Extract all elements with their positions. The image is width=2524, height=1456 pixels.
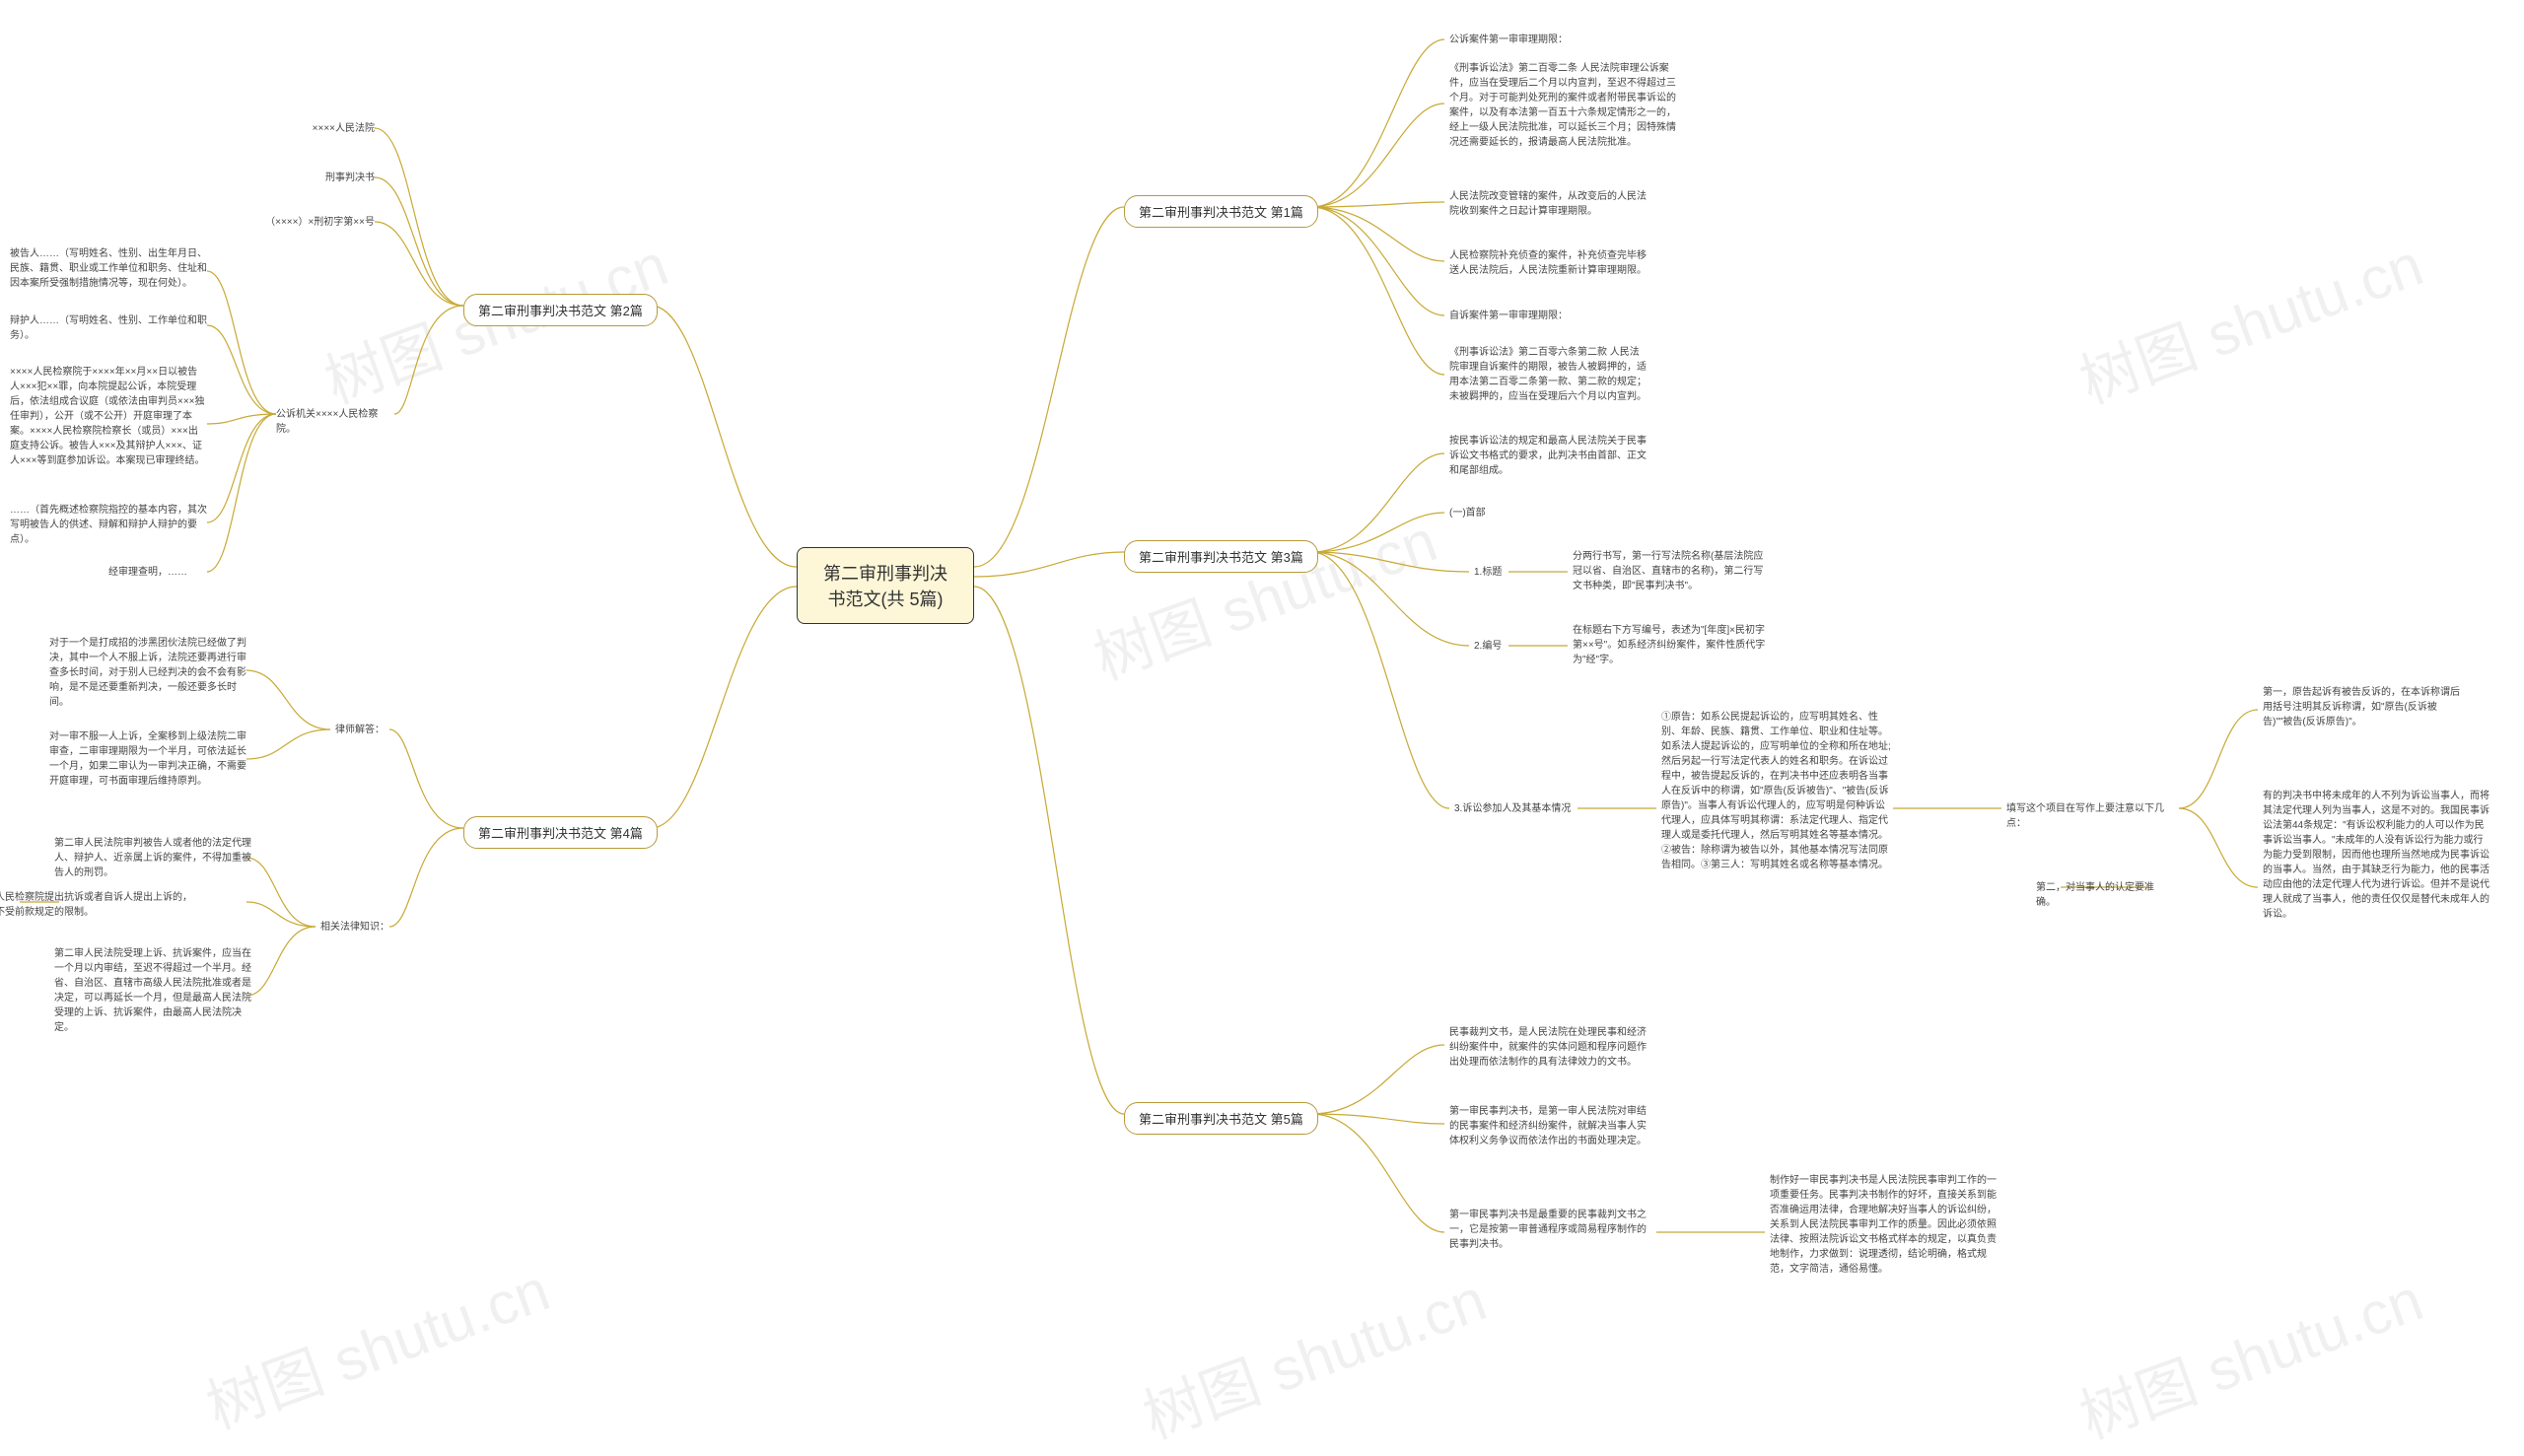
watermark: 树图 shutu.cn <box>1130 1252 1496 1455</box>
b4-n2-label: 相关法律知识： <box>320 920 389 935</box>
watermark: 树图 shutu.cn <box>193 1242 559 1445</box>
b3-n7-pre: 第二，对当事人的认定要准确。 <box>2036 880 2154 910</box>
b4-n2a: 第二审人民法院审判被告人或者他的法定代理人、辩护人、近亲属上诉的案件，不得加重被… <box>54 836 251 880</box>
b5-n2: 第一审民事判决书，是第一审人民法院对审结的民事案件和经济纠纷案件，就解决当事人实… <box>1449 1104 1647 1148</box>
branch-5: 第二审刑事判决书范文 第5篇 <box>1124 1102 1318 1135</box>
b3-n6: 第一，原告起诉有被告反诉的，在本诉称谓后用括号注明其反诉称谓，如"原告(反诉被告… <box>2263 685 2460 729</box>
b1-n2: 《刑事诉讼法》第二百零二条 人民法院审理公诉案件，应当在受理后二个月以内宣判，至… <box>1449 61 1676 150</box>
b3-n6-pre: 填写这个项目在写作上要注意以下几点： <box>2006 801 2179 831</box>
watermark: 树图 shutu.cn <box>2067 1252 2432 1455</box>
branch-1: 第二审刑事判决书范文 第1篇 <box>1124 195 1318 228</box>
b4-n1b: 对一审不服一人上诉，全案移到上级法院二审审查，二审审理期限为一个半月，可依法延长… <box>49 729 246 789</box>
b2-n4c: ××××人民检察院于××××年××月××日以被告人×××犯××罪，向本院提起公诉… <box>10 365 207 468</box>
b4-n1-label: 律师解答： <box>335 723 389 737</box>
b4-n1a: 对于一个是打成招的涉黑团伙法院已经做了判决，其中一个人不服上诉，法院还要再进行审… <box>49 636 246 710</box>
center-node: 第二审刑事判决书范文(共 5篇) <box>797 547 974 624</box>
b1-n1: 公诉案件第一审审理期限： <box>1449 33 1647 47</box>
b5-n3-pre: 第一审民事判决书是最重要的民事裁判文书之一，它是按第一审普通程序或简易程序制作的… <box>1449 1208 1647 1252</box>
b2-n2: 刑事判决书 <box>296 171 375 185</box>
b2-n4e: 经审理查明，…… <box>108 565 207 580</box>
watermark: 树图 shutu.cn <box>1081 493 1446 696</box>
b1-n4: 人民检察院补充侦查的案件，补充侦查完毕移送人民法院后，人民法院重新计算审理期限。 <box>1449 248 1647 278</box>
branch-2: 第二审刑事判决书范文 第2篇 <box>463 294 658 326</box>
b4-n2c: 第二审人民法院受理上诉、抗诉案件，应当在一个月以内审结，至迟不得超过一个半月。经… <box>54 946 251 1035</box>
b3-n2: (一)首部 <box>1449 506 1486 520</box>
b5-n3: 制作好一审民事判决书是人民法院民事审判工作的一项重要任务。民事判决书制作的好坏，… <box>1770 1173 1997 1277</box>
b2-n4: 公诉机关××××人民检察院。 <box>276 407 394 437</box>
b2-n4b: 辩护人……（写明姓名、性别、工作单位和职务）。 <box>10 313 207 343</box>
b5-n1: 民事裁判文书，是人民法院在处理民事和经济纠纷案件中，就案件的实体问题和程序问题作… <box>1449 1025 1647 1070</box>
b2-n4d: ……（首先概述检察院指控的基本内容，其次写明被告人的供述、辩解和辩护人辩护的要点… <box>10 503 207 547</box>
branch-4: 第二审刑事判决书范文 第4篇 <box>463 816 658 849</box>
branch-3: 第二审刑事判决书范文 第3篇 <box>1124 540 1318 573</box>
b2-n3: （××××）×刑初字第××号 <box>227 215 375 230</box>
b2-n1: ××××人民法院 <box>276 121 375 136</box>
b3-n1: 按民事诉讼法的规定和最高人民法院关于民事诉讼文书格式的要求，此判决书由首部、正文… <box>1449 434 1647 478</box>
b3-n7: 有的判决书中将未成年的人不列为诉讼当事人，而将其法定代理人列为当事人，这是不对的… <box>2263 789 2489 922</box>
b3-n3: 分两行书写，第一行写法院名称(基层法院应冠以省、自治区、直辖市的名称)，第二行写… <box>1573 549 1770 593</box>
b2-n4a: 被告人……（写明姓名、性别、出生年月日、民族、籍贯、职业或工作单位和职务、住址和… <box>10 246 207 291</box>
b1-n3: 人民法院改变管辖的案件，从改变后的人民法院收到案件之日起计算审理期限。 <box>1449 189 1647 219</box>
b3-n5: ①原告：如系公民提起诉讼的，应写明其姓名、性别、年龄、民族、籍贯、工作单位、职业… <box>1661 710 1893 872</box>
b4-n2b: 人民检察院提出抗诉或者自诉人提出上诉的，不受前款规定的限制。 <box>0 890 192 920</box>
b3-n5-label: 3.诉讼参加人及其基本情况 <box>1454 801 1578 816</box>
b3-n3-label: 1.标题 <box>1474 565 1502 580</box>
watermark: 树图 shutu.cn <box>2067 217 2432 420</box>
b1-n6: 《刑事诉讼法》第二百零六条第二款 人民法院审理自诉案件的期限，被告人被羁押的，适… <box>1449 345 1647 404</box>
b3-n4-label: 2.编号 <box>1474 639 1502 654</box>
b3-n4: 在标题右下方写编号，表述为"[年度]×民初字第××号"。如系经济纠纷案件，案件性… <box>1573 623 1770 667</box>
b1-n5: 自诉案件第一审审理期限： <box>1449 309 1647 323</box>
